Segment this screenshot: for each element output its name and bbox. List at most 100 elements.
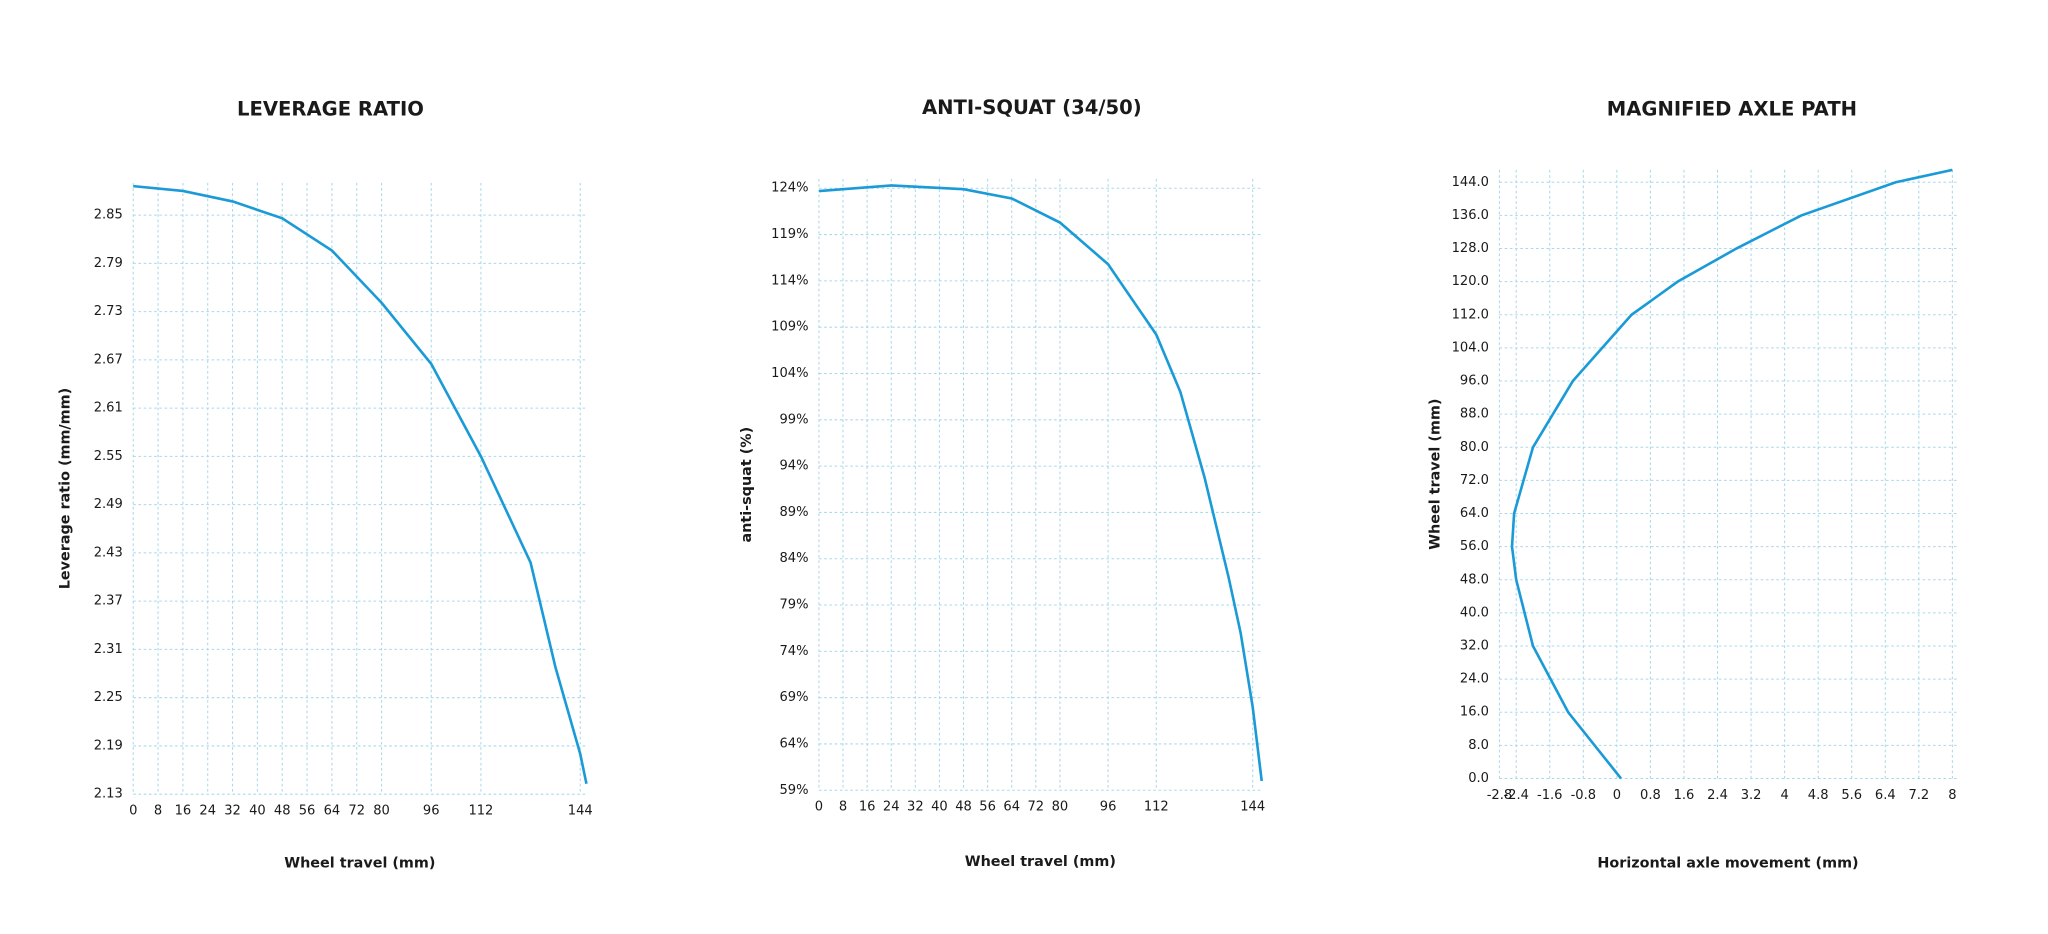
data-line: [818, 184, 1264, 782]
y-tick-label: 2.73: [94, 304, 123, 319]
y-tick-label: 114%: [771, 273, 808, 288]
x-tick-label: 56: [299, 804, 316, 819]
x-axis-label: Wheel travel (mm): [284, 855, 435, 871]
y-tick-label: 2.13: [94, 787, 123, 802]
x-tick-label: 2.4: [1707, 788, 1728, 803]
x-tick-label: 48: [274, 804, 291, 819]
x-tick-label: 4.8: [1808, 788, 1829, 803]
y-tick-label: 2.61: [94, 401, 123, 416]
x-tick-label: -2.8: [1487, 788, 1512, 803]
x-tick-label: 40: [249, 804, 266, 819]
x-tick-label: 72: [348, 804, 365, 819]
y-axis-label: anti-squat (%): [739, 427, 755, 543]
x-tick-label: 0: [1613, 788, 1621, 803]
x-tick-label: 32: [224, 804, 241, 819]
y-tick-label: 128.0: [1452, 241, 1489, 256]
y-tick-label: 79%: [779, 598, 808, 613]
x-axis-label: Horizontal axle movement (mm): [1597, 855, 1858, 871]
x-tick-label: 112: [468, 804, 493, 819]
y-tick-label: 112.0: [1452, 307, 1489, 322]
x-tick-label: 0: [815, 800, 823, 815]
chart-title: MAGNIFIED AXLE PATH: [1607, 97, 1857, 120]
y-tick-label: 40.0: [1460, 605, 1489, 620]
x-tick-label: 72: [1028, 800, 1045, 815]
y-tick-label: 16.0: [1460, 705, 1489, 720]
x-tick-label: 3.2: [1741, 788, 1762, 803]
y-tick-label: 119%: [771, 227, 808, 242]
x-tick-label: 8: [154, 804, 162, 819]
x-tick-label: 64: [324, 804, 341, 819]
y-tick-label: 0.0: [1468, 771, 1489, 786]
y-tick-label: 2.37: [94, 594, 123, 609]
y-tick-label: 59%: [779, 783, 808, 798]
chart-title: ANTI-SQUAT (34/50): [922, 96, 1142, 119]
y-tick-label: 2.55: [94, 449, 123, 464]
y-tick-label: 80.0: [1460, 440, 1489, 455]
y-tick-label: 2.49: [94, 497, 123, 512]
y-tick-label: 84%: [779, 551, 808, 566]
x-tick-label: 6.4: [1875, 788, 1896, 803]
y-axis-label: Wheel travel (mm): [1427, 399, 1443, 550]
x-tick-label: 16: [859, 800, 876, 815]
y-tick-label: 2.85: [94, 208, 123, 223]
x-tick-label: 56: [979, 800, 996, 815]
x-tick-label: 16: [175, 804, 192, 819]
x-tick-label: 112: [1144, 800, 1169, 815]
y-tick-label: 24.0: [1460, 672, 1489, 687]
y-tick-label: 104.0: [1452, 340, 1489, 355]
x-tick-label: 32: [907, 800, 924, 815]
y-tick-label: 96.0: [1460, 374, 1489, 389]
y-tick-label: 2.79: [94, 256, 123, 271]
y-tick-label: 2.31: [94, 642, 123, 657]
x-tick-label: 7.2: [1908, 788, 1929, 803]
x-tick-label: 24: [199, 804, 216, 819]
x-tick-label: 80: [373, 804, 390, 819]
y-tick-label: 74%: [779, 644, 808, 659]
y-tick-label: 2.19: [94, 738, 123, 753]
x-tick-label: 4: [1780, 788, 1788, 803]
y-tick-label: 109%: [771, 320, 808, 335]
data-line: [1510, 168, 1953, 780]
x-tick-label: 96: [423, 804, 440, 819]
y-tick-label: 99%: [779, 412, 808, 427]
x-tick-label: 5.6: [1841, 788, 1862, 803]
x-tick-label: 40: [931, 800, 948, 815]
x-tick-label: 96: [1100, 800, 1117, 815]
x-tick-label: 24: [883, 800, 900, 815]
y-tick-label: 94%: [779, 459, 808, 474]
y-tick-label: 2.25: [94, 690, 123, 705]
x-tick-label: 48: [955, 800, 972, 815]
y-tick-label: 64.0: [1460, 506, 1489, 521]
x-tick-label: -1.6: [1537, 788, 1562, 803]
x-tick-label: 144: [568, 804, 593, 819]
y-tick-label: 8.0: [1468, 738, 1489, 753]
y-tick-label: 2.67: [94, 352, 123, 367]
x-tick-label: 0: [129, 804, 137, 819]
x-tick-label: 64: [1003, 800, 1020, 815]
x-axis-label: Wheel travel (mm): [965, 854, 1116, 870]
data-line: [133, 184, 588, 784]
y-tick-label: 56.0: [1460, 539, 1489, 554]
x-tick-label: 144: [1240, 800, 1265, 815]
chart-title: LEVERAGE RATIO: [237, 97, 424, 120]
x-tick-label: 80: [1052, 800, 1069, 815]
y-tick-label: 2.43: [94, 545, 123, 560]
y-tick-label: 136.0: [1452, 208, 1489, 223]
y-tick-label: 69%: [779, 690, 808, 705]
y-axis-label: Leverage ratio (mm/mm): [57, 388, 73, 589]
x-tick-label: 0.8: [1640, 788, 1661, 803]
x-tick-label: 8: [1948, 788, 1956, 803]
x-tick-label: 8: [839, 800, 847, 815]
y-tick-label: 64%: [779, 736, 808, 751]
x-tick-label: -0.8: [1571, 788, 1596, 803]
y-tick-label: 144.0: [1452, 175, 1489, 190]
y-tick-label: 72.0: [1460, 473, 1489, 488]
x-tick-label: 1.6: [1674, 788, 1695, 803]
x-tick-label: -2.4: [1503, 788, 1528, 803]
y-tick-label: 32.0: [1460, 639, 1489, 654]
y-tick-label: 48.0: [1460, 572, 1489, 587]
y-tick-label: 89%: [779, 505, 808, 520]
y-tick-label: 120.0: [1452, 274, 1489, 289]
y-tick-label: 88.0: [1460, 407, 1489, 422]
